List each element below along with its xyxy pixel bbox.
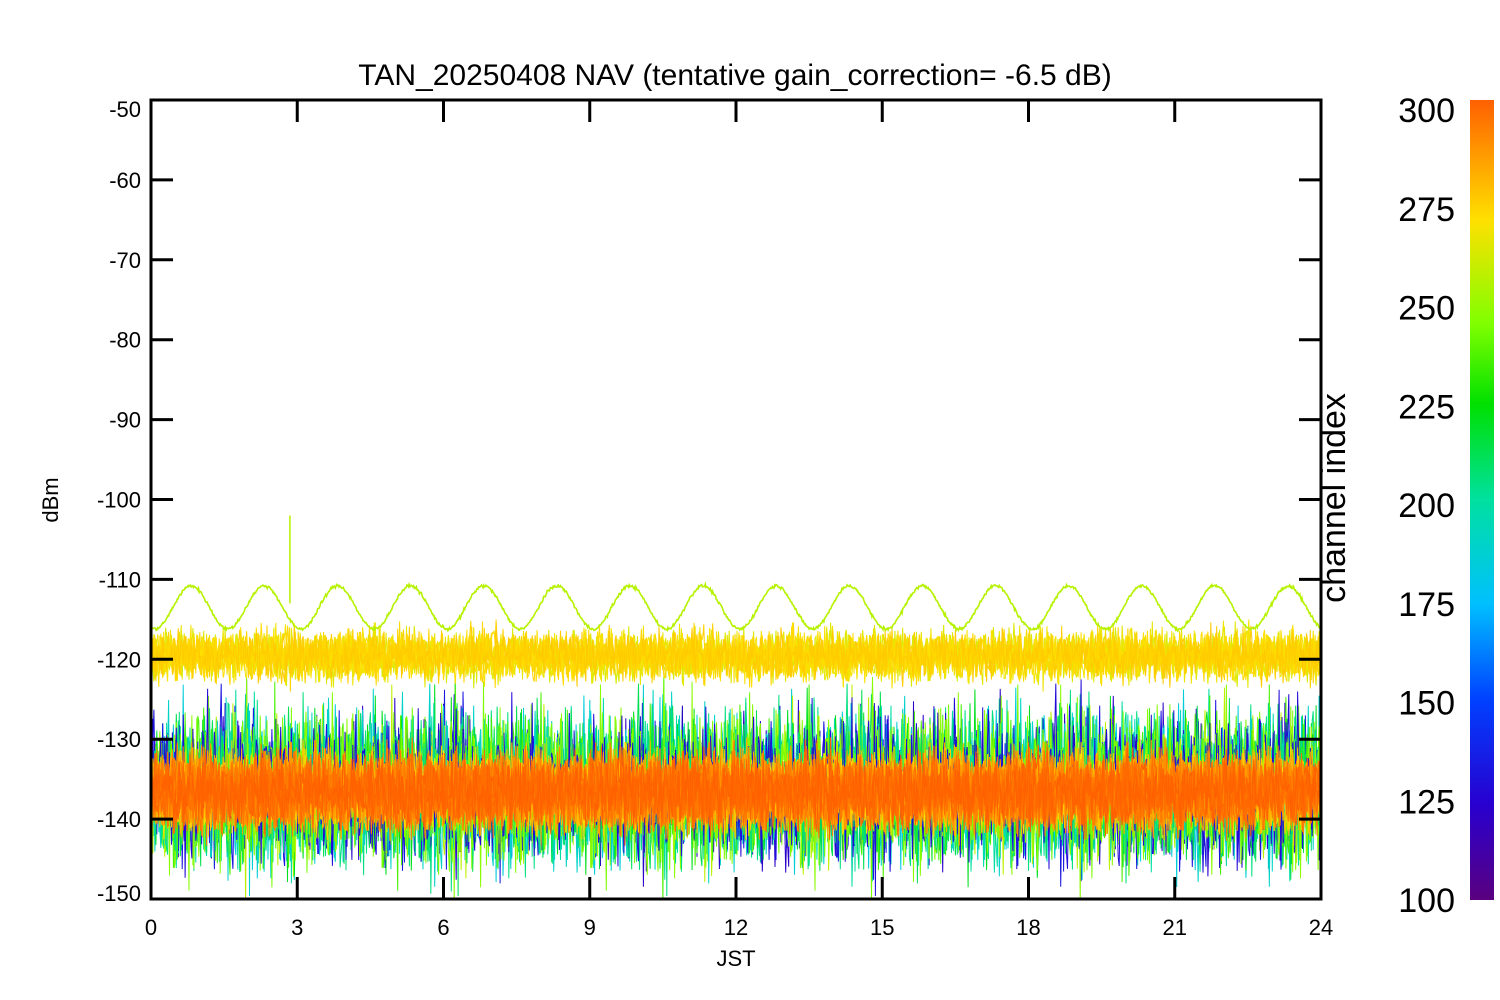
colorbar-ticks: 100 125 150 175 200 225 250 275 300 bbox=[1398, 92, 1455, 920]
colorbar-tick-label: 275 bbox=[1398, 191, 1455, 229]
x-tick-label: 24 bbox=[1309, 915, 1333, 940]
y-tick-label: -130 bbox=[97, 727, 141, 752]
y-tick-label: -140 bbox=[97, 807, 141, 832]
x-tick-label: 18 bbox=[1016, 915, 1040, 940]
x-tick-label: 3 bbox=[291, 915, 303, 940]
x-tick-label: 15 bbox=[870, 915, 894, 940]
y-tick-label: -50 bbox=[109, 97, 141, 122]
x-tick-label: 21 bbox=[1163, 915, 1187, 940]
series-line bbox=[151, 737, 1321, 846]
colorbar-tick-label: 175 bbox=[1398, 586, 1455, 624]
y-tick-label: -110 bbox=[99, 567, 141, 592]
colorbar-tick-label: 250 bbox=[1398, 290, 1455, 328]
colorbar-tick-label: 100 bbox=[1398, 882, 1455, 920]
y-tick-label: -70 bbox=[109, 248, 141, 273]
y-tick-label: -150 bbox=[97, 881, 141, 906]
x-axis-label: JST bbox=[716, 946, 755, 971]
chart-title: TAN_20250408 NAV (tentative gain_correct… bbox=[358, 59, 1112, 92]
y-tick-label: -80 bbox=[109, 328, 141, 353]
x-tick-label: 12 bbox=[724, 915, 748, 940]
colorbar-tick-label: 150 bbox=[1398, 685, 1455, 723]
y-tick-label: -90 bbox=[109, 408, 141, 433]
x-tick-label: 0 bbox=[145, 915, 157, 940]
y-axis-label: dBm bbox=[38, 477, 63, 522]
y-tick-label: -100 bbox=[97, 488, 141, 513]
colorbar-tick-label: 225 bbox=[1398, 388, 1455, 426]
plot-area bbox=[151, 515, 1321, 899]
colorbar bbox=[1470, 100, 1494, 900]
colorbar-tick-label: 300 bbox=[1398, 92, 1455, 130]
x-tick-label: 6 bbox=[437, 915, 449, 940]
y-tick-label: -120 bbox=[97, 647, 141, 672]
x-axis: 0 3 6 9 12 15 18 21 24 bbox=[145, 100, 1333, 940]
colorbar-tick-label: 200 bbox=[1398, 487, 1455, 525]
series-line bbox=[151, 581, 1321, 633]
series-line bbox=[151, 622, 1321, 688]
y-axis: -50 -60 -70 -80 -90 -100 -110 -120 -130 -140 -150 bbox=[97, 97, 1321, 906]
x-tick-label: 9 bbox=[584, 915, 596, 940]
y-tick-label: -60 bbox=[109, 168, 141, 193]
colorbar-tick-label: 125 bbox=[1398, 783, 1455, 821]
colorbar-label: channel index bbox=[1315, 393, 1353, 603]
